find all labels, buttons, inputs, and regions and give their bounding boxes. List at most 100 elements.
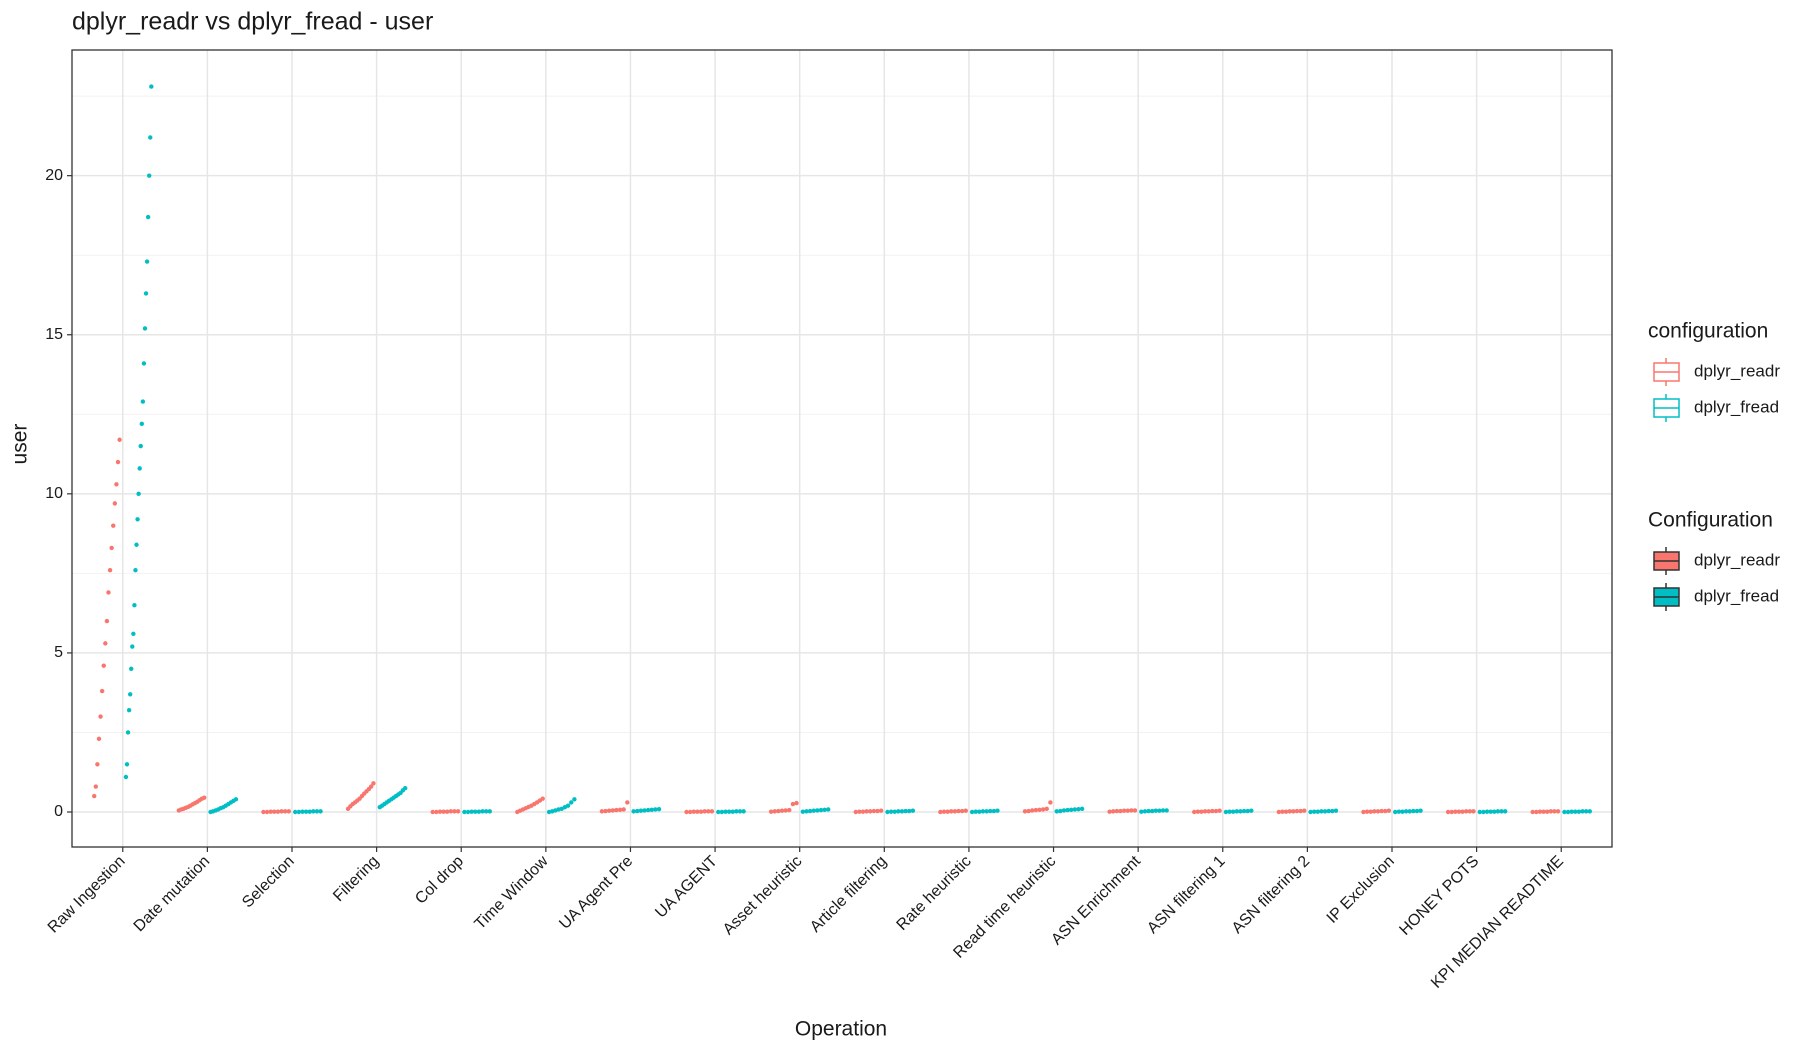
data-point xyxy=(1453,809,1458,814)
data-point xyxy=(896,809,901,814)
data-point xyxy=(1298,808,1303,814)
data-point xyxy=(1234,809,1240,814)
data-point xyxy=(1534,809,1539,815)
data-point xyxy=(1164,808,1169,813)
data-point xyxy=(807,808,813,814)
data-point xyxy=(614,807,619,813)
data-point xyxy=(1069,807,1074,812)
data-point xyxy=(1044,806,1049,812)
data-point xyxy=(1319,809,1324,814)
data-point xyxy=(117,437,122,442)
data-point xyxy=(1375,809,1381,814)
data-point xyxy=(275,809,281,814)
data-point xyxy=(1573,809,1578,814)
data-point xyxy=(1396,809,1401,814)
data-point xyxy=(1210,808,1215,814)
data-point xyxy=(1407,809,1412,814)
data-point xyxy=(92,793,97,799)
data-point xyxy=(1114,808,1120,814)
data-point xyxy=(1107,809,1112,814)
data-point xyxy=(1386,808,1392,813)
data-point xyxy=(875,808,880,814)
data-point xyxy=(1460,809,1465,814)
data-point xyxy=(1569,809,1574,814)
data-point xyxy=(695,809,700,814)
data-point xyxy=(311,809,316,814)
data-point xyxy=(300,809,305,814)
data-point xyxy=(1280,809,1285,814)
data-point xyxy=(1477,809,1482,815)
data-point xyxy=(114,482,119,487)
panel-border xyxy=(71,49,1613,848)
data-point xyxy=(131,631,136,637)
data-point xyxy=(621,807,626,812)
data-point xyxy=(779,808,785,813)
data-point xyxy=(783,808,788,813)
data-point xyxy=(1065,807,1070,813)
data-point xyxy=(1058,808,1063,814)
data-point xyxy=(617,807,623,812)
legend-title: configuration xyxy=(1648,320,1768,343)
data-point xyxy=(1555,809,1561,814)
data-point xyxy=(945,809,950,814)
data-point xyxy=(977,809,982,814)
data-point xyxy=(1227,809,1232,814)
data-point xyxy=(730,809,735,814)
data-point xyxy=(473,809,478,814)
data-point xyxy=(1223,809,1229,815)
data-point xyxy=(1502,809,1508,814)
data-point xyxy=(1157,808,1162,813)
data-point xyxy=(892,809,897,814)
data-point xyxy=(737,809,743,814)
data-point xyxy=(1195,809,1201,814)
data-point xyxy=(1199,809,1204,814)
data-point xyxy=(1030,808,1035,813)
data-point xyxy=(1368,809,1373,814)
data-point xyxy=(483,809,489,814)
data-point xyxy=(462,809,467,815)
data-point xyxy=(1283,809,1289,814)
data-point xyxy=(138,443,143,449)
data-point xyxy=(1132,808,1138,813)
data-point xyxy=(476,809,482,814)
data-point xyxy=(1241,808,1247,814)
data-point xyxy=(1192,809,1197,815)
data-point xyxy=(135,517,140,522)
y-axis-title: user xyxy=(9,424,32,465)
data-point xyxy=(452,809,457,814)
data-point xyxy=(794,800,799,806)
data-point xyxy=(1291,809,1296,814)
data-point xyxy=(1562,809,1567,815)
data-point xyxy=(768,809,774,814)
data-point xyxy=(963,808,968,813)
data-point xyxy=(1414,808,1420,814)
data-point xyxy=(868,809,873,814)
data-point xyxy=(99,688,105,694)
data-point xyxy=(1079,806,1085,812)
data-point xyxy=(973,809,978,814)
data-point xyxy=(959,808,965,814)
data-point xyxy=(1072,807,1078,812)
data-point xyxy=(1302,808,1307,813)
data-point xyxy=(111,523,116,528)
data-point xyxy=(1418,808,1423,813)
data-point xyxy=(1217,808,1222,813)
data-point xyxy=(1139,809,1144,814)
data-point xyxy=(448,809,454,814)
data-point xyxy=(741,809,746,814)
data-point xyxy=(1202,809,1208,814)
data-point xyxy=(286,809,292,814)
y-tick-label: 10 xyxy=(45,485,63,502)
data-point xyxy=(314,809,320,814)
data-point xyxy=(980,809,986,814)
data-point xyxy=(818,807,824,813)
data-point xyxy=(811,808,816,813)
data-point xyxy=(142,326,148,331)
data-point xyxy=(137,466,142,471)
data-point xyxy=(1048,800,1053,805)
data-point xyxy=(145,214,151,220)
data-point xyxy=(1037,807,1042,812)
data-point xyxy=(469,809,474,814)
data-point xyxy=(264,809,270,815)
